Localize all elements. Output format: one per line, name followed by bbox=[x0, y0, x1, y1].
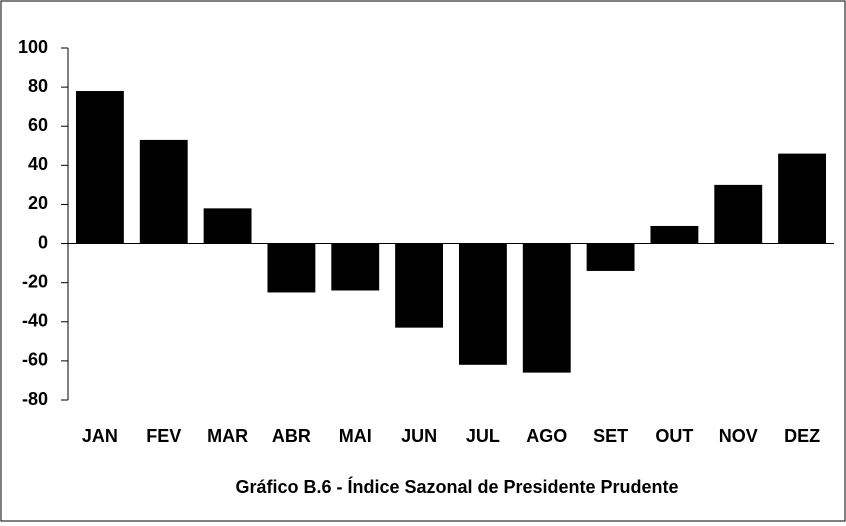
x-tick-label: FEV bbox=[146, 426, 181, 446]
x-tick-label: MAR bbox=[207, 426, 248, 446]
bar bbox=[267, 243, 316, 293]
y-tick-label: 20 bbox=[28, 193, 48, 213]
chart-title: Gráfico B.6 - Índice Sazonal de Presiden… bbox=[235, 476, 678, 497]
bar bbox=[139, 139, 188, 244]
y-tick-label: -60 bbox=[22, 350, 48, 370]
bar bbox=[458, 243, 507, 365]
y-tick-label: 40 bbox=[28, 154, 48, 174]
y-tick-label: 100 bbox=[18, 37, 48, 57]
bar bbox=[778, 153, 827, 244]
bar bbox=[203, 208, 252, 244]
y-tick-label: 0 bbox=[38, 232, 48, 252]
bar bbox=[586, 243, 635, 271]
bar bbox=[522, 243, 571, 373]
bar bbox=[75, 91, 124, 244]
y-tick-label: -40 bbox=[22, 311, 48, 331]
x-tick-label: SET bbox=[593, 426, 628, 446]
x-tick-label: DEZ bbox=[784, 426, 820, 446]
x-tick-label: ABR bbox=[272, 426, 311, 446]
x-tick-label: AGO bbox=[526, 426, 567, 446]
bar bbox=[331, 243, 380, 291]
x-tick-label: NOV bbox=[719, 426, 758, 446]
x-tick-label: JAN bbox=[82, 426, 118, 446]
x-tick-label: MAI bbox=[339, 426, 372, 446]
bar bbox=[714, 184, 763, 244]
x-tick-label: JUN bbox=[401, 426, 437, 446]
x-tick-label: JUL bbox=[466, 426, 500, 446]
bar bbox=[650, 225, 699, 244]
y-tick-label: -20 bbox=[22, 271, 48, 291]
y-tick-label: -80 bbox=[22, 389, 48, 409]
bar bbox=[395, 243, 444, 328]
y-tick-label: 80 bbox=[28, 76, 48, 96]
y-tick-label: 60 bbox=[28, 115, 48, 135]
x-tick-label: OUT bbox=[655, 426, 693, 446]
